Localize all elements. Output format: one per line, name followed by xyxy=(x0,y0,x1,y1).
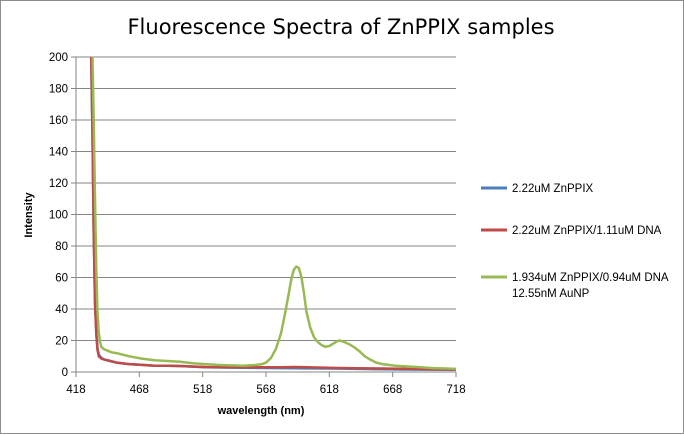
y-tick-label: 60 xyxy=(55,273,68,285)
legend-label: 2.22uM ZnPPIX/1.11uM DNA xyxy=(512,225,662,237)
x-tick-label: 618 xyxy=(320,384,339,396)
x-tick-label: 668 xyxy=(383,384,402,396)
x-axis-label: wavelength (nm) xyxy=(217,405,305,417)
x-tick-label: 718 xyxy=(446,384,465,396)
legend-label: 1.934uM ZnPPIX/0.94uM DNA 12.55nM AuNP xyxy=(512,272,669,300)
y-tick-label: 100 xyxy=(49,210,68,222)
y-tick-label: 200 xyxy=(49,52,68,64)
legend-item-3: 1.934uM ZnPPIX/0.94uM DNA 12.55nM AuNP xyxy=(481,272,669,300)
legend-label: 2.22uM ZnPPIX xyxy=(512,183,594,195)
y-tick-label: 160 xyxy=(49,115,68,127)
x-tick-label: 468 xyxy=(130,384,149,396)
gridlines xyxy=(76,56,456,341)
x-tick-label: 418 xyxy=(66,384,85,396)
y-tick-label: 180 xyxy=(49,84,68,96)
y-tick-label: 0 xyxy=(62,367,68,379)
y-tick-label: 120 xyxy=(49,178,68,190)
y-tick-label: 40 xyxy=(55,304,68,316)
chart-title: Fluorescence Spectra of ZnPPIX samples xyxy=(127,15,554,39)
x-tick-label: 518 xyxy=(193,384,212,396)
series-line-3 xyxy=(91,57,456,371)
legend-item-2: 2.22uM ZnPPIX/1.11uM DNA xyxy=(481,225,662,237)
y-axis-label: Intensity xyxy=(23,192,35,238)
tick-labels: 0 20 40 60 80 100 120 140 160 180 200 418 468 518 568 6… xyxy=(49,52,466,396)
legend-item-1: 2.22uM ZnPPIX xyxy=(481,183,594,195)
axes xyxy=(71,56,457,377)
x-tick-label: 568 xyxy=(256,384,275,396)
y-tick-label: 20 xyxy=(55,336,68,348)
y-tick-label: 80 xyxy=(55,241,68,253)
series-group xyxy=(89,57,456,372)
y-tick-label: 140 xyxy=(49,147,68,159)
series-line-2 xyxy=(89,57,456,371)
legend: 2.22uM ZnPPIX 2.22uM ZnPPIX/1.11uM DNA 1.9… xyxy=(481,183,669,300)
series-line-1 xyxy=(89,57,456,372)
